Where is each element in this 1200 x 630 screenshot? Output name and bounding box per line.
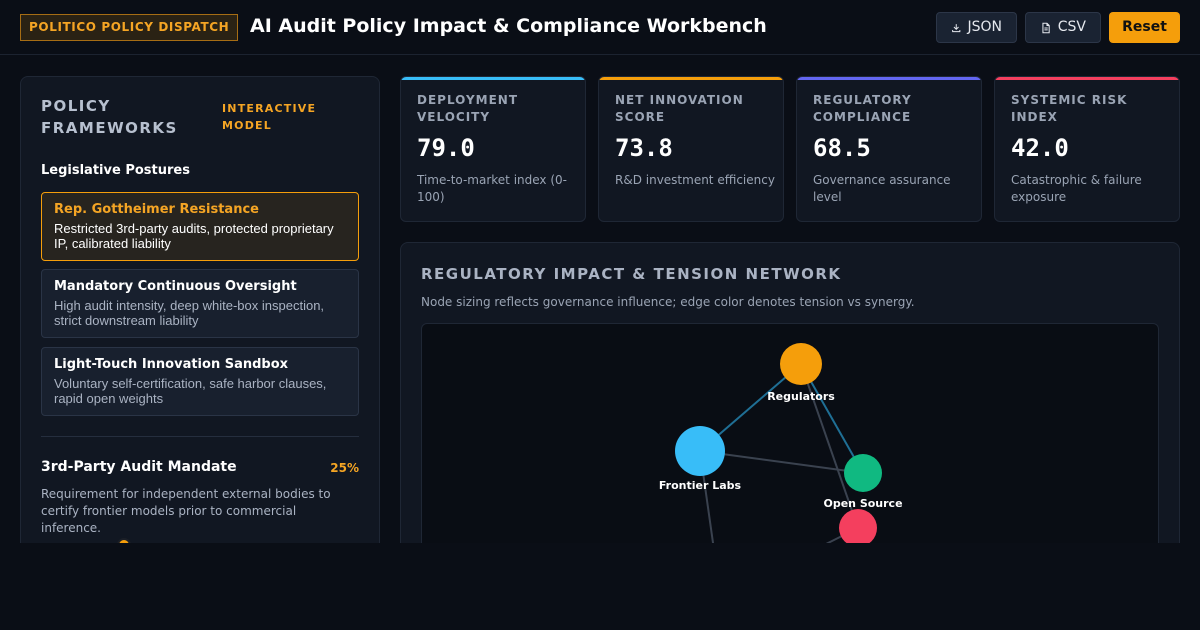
top-bar: POLITICO POLICY DISPATCH AI Audit Policy… (0, 0, 1200, 55)
network-graph: Regulators Frontier Labs Open Source (659, 343, 903, 561)
metric-card-deployment-velocity: DEPLOYMENT VELOCITY 79.0 Time-to-market … (400, 76, 586, 222)
page-bottom-background (0, 543, 1200, 630)
metric-note: R&D investment efficiency (615, 173, 775, 187)
node-risk[interactable] (839, 509, 877, 547)
export-csv-label: CSV (1057, 19, 1086, 35)
node-label-regulators: Regulators (767, 390, 835, 403)
card-stripe (599, 77, 783, 80)
export-json-label: JSON (967, 19, 1002, 35)
export-json-button[interactable]: JSON (936, 12, 1017, 43)
metric-label: REGULATORY COMPLIANCE (813, 93, 912, 124)
metric-label: SYSTEMIC RISK INDEX (1011, 93, 1128, 124)
posture-title: Rep. Gottheimer Resistance (54, 202, 259, 217)
card-stripe (797, 77, 981, 80)
edge-regulators-risk (800, 363, 859, 529)
download-icon (952, 23, 961, 32)
metric-note: Time-to-market index (0-100) (417, 173, 567, 204)
metric-value: 73.8 (615, 134, 673, 162)
audit-mandate-value: 25% (330, 461, 359, 475)
network-subtitle: Node sizing reflects governance influenc… (421, 295, 915, 309)
metric-note: Governance assurance level (813, 173, 951, 204)
metric-label: NET INNOVATION SCORE (615, 93, 744, 124)
node-label-frontier-labs: Frontier Labs (659, 479, 742, 492)
node-frontier-labs[interactable] (675, 426, 725, 476)
divider (41, 436, 359, 437)
posture-light-touch[interactable]: Light-Touch Innovation Sandbox Voluntary… (41, 347, 359, 416)
metric-value: 79.0 (417, 134, 475, 162)
metric-card-net-innovation: NET INNOVATION SCORE 73.8 R&D investment… (598, 76, 784, 222)
node-regulators[interactable] (780, 343, 822, 385)
audit-mandate-label: 3rd-Party Audit Mandate (41, 459, 237, 475)
audit-mandate-desc: Requirement for independent external bod… (41, 487, 331, 535)
card-stripe (401, 77, 585, 80)
posture-title: Mandatory Continuous Oversight (54, 279, 297, 294)
posture-desc: Voluntary self-certification, safe harbo… (54, 376, 327, 406)
card-stripe (995, 77, 1179, 80)
posture-mandatory-oversight[interactable]: Mandatory Continuous Oversight High audi… (41, 269, 359, 338)
metric-value: 68.5 (813, 134, 871, 162)
edge-labs-opensource (699, 450, 864, 474)
metric-value: 42.0 (1011, 134, 1069, 162)
brand-badge: POLITICO POLICY DISPATCH (20, 14, 239, 41)
network-canvas[interactable]: Regulators Frontier Labs Open Source (421, 323, 1159, 561)
metric-label: DEPLOYMENT VELOCITY (417, 93, 519, 124)
metric-note: Catastrophic & failure exposure (1011, 173, 1142, 204)
export-csv-button[interactable]: CSV (1025, 12, 1101, 43)
sidebar-heading: POLICY FRAMEWORKS (41, 97, 178, 137)
posture-desc: High audit intensity, deep white-box ins… (54, 298, 325, 328)
metric-card-systemic-risk: SYSTEMIC RISK INDEX 42.0 Catastrophic & … (994, 76, 1180, 222)
sidebar-tag: INTERACTIVE MODEL (222, 102, 317, 132)
network-title: REGULATORY IMPACT & TENSION NETWORK (421, 265, 842, 283)
reset-button[interactable]: Reset (1109, 12, 1180, 43)
node-open-source[interactable] (844, 454, 882, 492)
file-icon (1042, 22, 1050, 33)
page-title: AI Audit Policy Impact & Compliance Work… (250, 15, 767, 37)
network-panel: REGULATORY IMPACT & TENSION NETWORK Node… (400, 242, 1180, 562)
node-label-open-source: Open Source (823, 497, 902, 510)
postures-heading: Legislative Postures (41, 163, 190, 178)
posture-gottheimer[interactable]: Rep. Gottheimer Resistance Restricted 3r… (41, 192, 359, 261)
metric-card-regulatory-compliance: REGULATORY COMPLIANCE 68.5 Governance as… (796, 76, 982, 222)
posture-desc: Restricted 3rd-party audits, protected p… (54, 221, 334, 251)
posture-title: Light-Touch Innovation Sandbox (54, 357, 289, 372)
policy-sidebar: POLICY FRAMEWORKS INTERACTIVE MODEL Legi… (20, 76, 380, 556)
